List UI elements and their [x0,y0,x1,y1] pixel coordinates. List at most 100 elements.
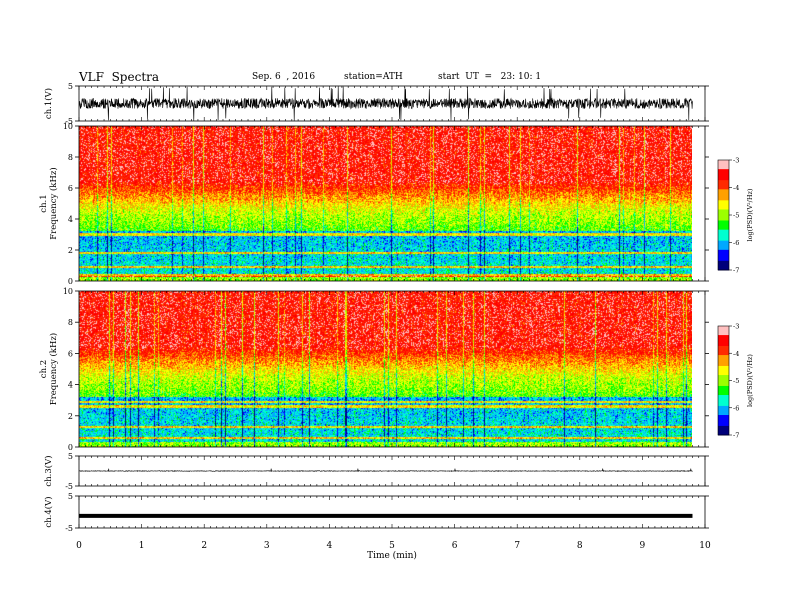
y-tick-label: 8 [68,153,73,162]
colorbar-swatch [718,264,729,267]
colorbar-swatch [718,358,729,362]
colorbar-swatch [718,387,729,391]
colorbar-swatch [718,384,729,387]
colorbar-swatch [718,161,729,165]
ch1_wave-trace [78,86,693,121]
colorbar-tick-label: -3 [733,157,739,165]
colorbar-swatch [718,333,729,336]
ch2_spec-ylabel: Frequency (kHz) [48,333,59,405]
colorbar-swatch [718,200,729,203]
colorbar-tick-label: -5 [733,212,739,220]
colorbar-1: -3 -4 -5 -6 -7 log(PSD)(V²/Hz) [717,157,754,275]
colorbar-swatch [718,240,729,243]
colorbar-swatch [718,331,729,334]
x-tick-label: 2 [201,541,207,551]
colorbar-tick-label: -4 [733,184,739,192]
colorbar-swatch [718,391,729,394]
colorbar-swatch [718,425,729,429]
station-label: station=ATH [344,72,403,82]
colorbar-swatch [718,183,729,187]
colorbar-swatch [718,220,729,223]
colorbar-swatch [718,180,729,183]
colorbar-2: -3 -4 -5 -6 -7 log(PSD)(V²/Hz) [717,323,754,440]
colorbar-swatch [718,218,729,221]
y-tick-label: 4 [68,381,73,390]
colorbar-swatch [718,178,729,181]
y-tick-label: 6 [68,349,73,358]
colorbar-swatch [718,257,729,260]
ch1_spec-ylabel: Frequency (kHz) [48,167,59,239]
colorbar-swatch [718,215,729,218]
colorbar-swatch [718,165,729,168]
colorbar-swatch [718,231,729,234]
colorbar-swatch [718,344,729,347]
ch2_spec-spectrogram [79,291,692,447]
panel-ch1_spec: 0 2 4 6 8 10 ch.1 Frequency (kHz) [39,122,709,286]
colorbar-swatch [718,347,729,351]
colorbar-swatch [718,160,729,163]
x-tick-label: 9 [640,541,646,551]
colorbar-swatch [718,172,729,176]
colorbar-swatch [718,242,729,245]
colorbar-swatch [718,171,729,174]
colorbar-swatch [718,365,729,369]
ch4_wave-frame [78,495,706,529]
colorbar-swatch [718,237,729,240]
colorbar-swatch [718,202,729,205]
colorbar-swatch [718,227,729,231]
y-tick-label: 5 [68,452,73,461]
colorbar-swatch [718,329,729,332]
colorbar-swatch [718,233,729,236]
x-tick-label: 8 [577,541,583,551]
colorbar-swatch [718,238,729,242]
colorbar-tick-label: -3 [733,323,739,331]
colorbar-swatch [718,207,729,210]
colorbar-swatch [718,338,729,342]
colorbar-swatch [718,420,729,423]
y-tick-label: 2 [68,246,73,255]
colorbar-swatch [718,349,729,352]
colorbar-swatch [718,393,729,396]
colorbar-tick-label: -6 [733,239,739,247]
ch3_wave-ylabel: ch.3(V) [43,455,54,486]
ch3_wave-trace [78,468,693,473]
x-tick-label: 10 [699,541,711,551]
panel-ch1_wave: 5 -5 ch.1(V) [43,82,709,126]
colorbar-swatch [718,371,729,374]
colorbar-swatch [718,194,729,198]
colorbar-swatch [718,163,729,166]
colorbar-swatch [718,405,729,409]
colorbar-swatch [718,182,729,185]
colorbar-swatch [718,362,729,365]
colorbar-swatch [718,205,729,209]
colorbar-swatch [718,369,729,372]
colorbar-swatch [718,248,729,251]
colorbar-swatch [718,429,729,432]
colorbar-label: log(PSD)(V²/Hz) [746,188,754,241]
colorbar-tick-label: -5 [733,377,739,385]
colorbar-swatch [718,268,729,271]
colorbar-swatch [718,431,729,434]
colorbar-swatch [718,373,729,376]
colorbar-swatch [718,335,729,338]
colorbar-swatch [718,409,729,412]
x-tick-label: 3 [264,541,270,551]
colorbar-swatch [718,342,729,345]
colorbar-swatch [718,224,729,227]
colorbar-swatch [718,193,729,196]
colorbar-swatch [718,255,729,258]
colorbar-swatch [718,433,729,436]
colorbar-swatch [718,413,729,416]
colorbar-swatch [718,336,729,340]
colorbar-swatch [718,355,729,358]
colorbar-swatch [718,216,729,220]
x-tick-label: 5 [389,541,395,551]
colorbar-swatch [718,185,729,188]
colorbar-swatch [718,398,729,401]
ch2_spec-ylabel: ch.2 [39,360,49,378]
colorbar-swatch [718,244,729,247]
date-label: Sep. 6 , 2016 [252,72,316,82]
figure-title: VLF Spectra [79,70,160,84]
panel-ch3_wave: 5 -5 ch.3(V) [43,452,709,491]
colorbar-swatch [718,266,729,269]
